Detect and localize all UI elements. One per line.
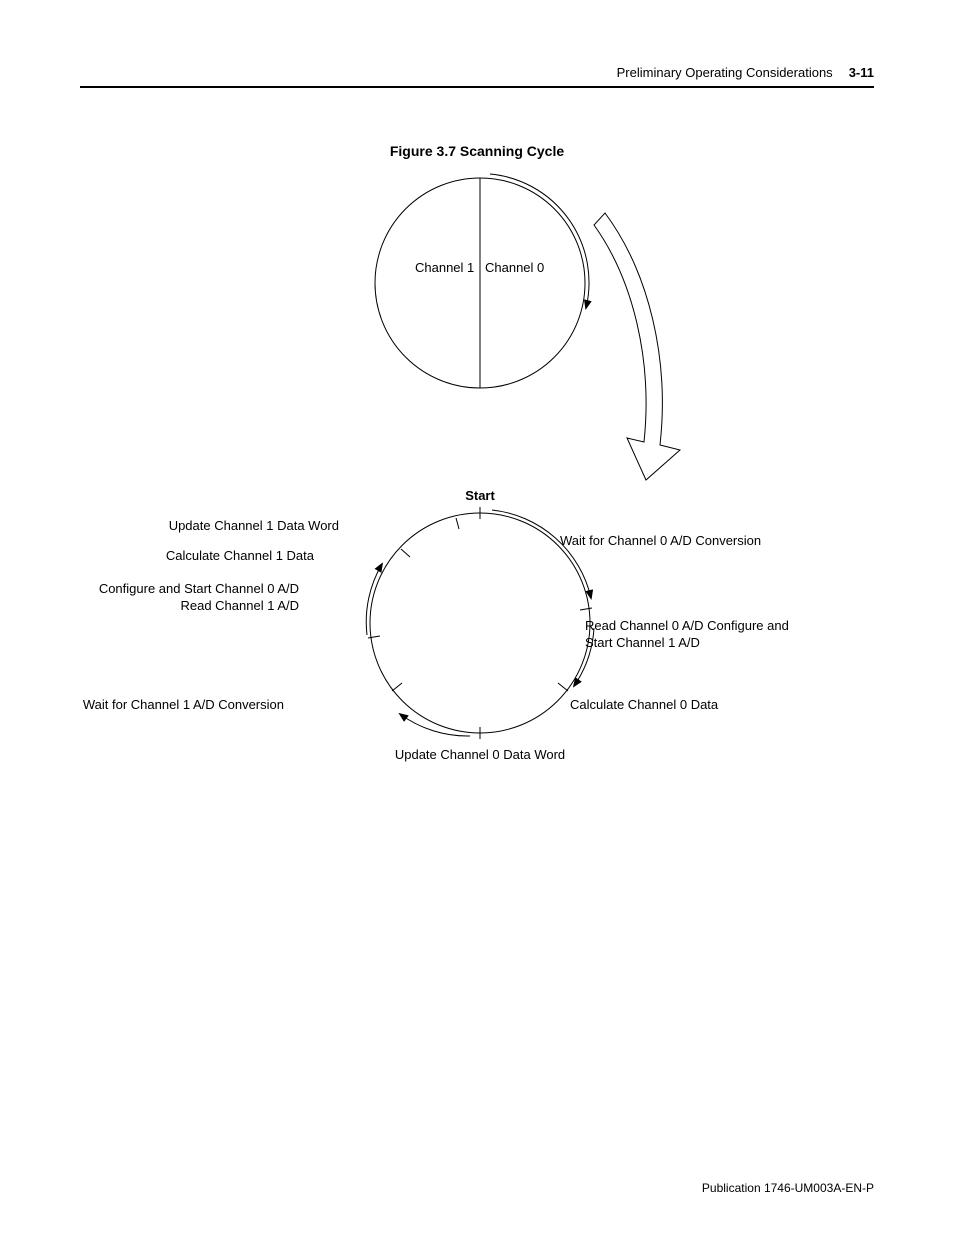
page-header: Preliminary Operating Considerations 3-1… <box>80 65 874 88</box>
footer-publication: Publication 1746-UM003A-EN-P <box>702 1181 874 1195</box>
label-wait-ch1: Wait for Channel 1 A/D Conversion <box>83 697 284 714</box>
header-section-title: Preliminary Operating Considerations <box>617 65 833 80</box>
label-update-ch1: Update Channel 1 Data Word <box>169 518 339 535</box>
header-page-number: 3-11 <box>849 65 874 80</box>
figure-scanning-cycle: Figure 3.7 Scanning Cycle <box>80 88 874 788</box>
label-start: Start <box>465 488 495 505</box>
lower-circle-ticks <box>368 507 592 739</box>
page-container: Preliminary Operating Considerations 3-1… <box>0 0 954 1235</box>
label-read-ch0-line1: Read Channel 0 A/D Configure and <box>585 618 789 633</box>
upper-circle-arrow <box>490 174 589 308</box>
label-calc-ch0: Calculate Channel 0 Data <box>570 697 718 714</box>
label-channel-0: Channel 0 <box>485 260 544 277</box>
label-cfg-ch0-line2: Read Channel 1 A/D <box>180 598 299 613</box>
scanning-cycle-diagram <box>80 168 874 768</box>
transition-arrow <box>594 213 680 480</box>
label-channel-1: Channel 1 <box>415 260 474 277</box>
lower-circle <box>370 513 590 733</box>
figure-title: Figure 3.7 Scanning Cycle <box>390 143 564 159</box>
label-calc-ch1: Calculate Channel 1 Data <box>166 548 314 565</box>
label-read-ch0: Read Channel 0 A/D Configure and Start C… <box>585 618 789 652</box>
label-wait-ch0: Wait for Channel 0 A/D Conversion <box>560 533 761 550</box>
label-cfg-ch0-line1: Configure and Start Channel 0 A/D <box>99 581 299 596</box>
label-read-ch0-line2: Start Channel 1 A/D <box>585 635 700 650</box>
label-cfg-ch0: Configure and Start Channel 0 A/D Read C… <box>99 581 299 615</box>
label-update-ch0: Update Channel 0 Data Word <box>395 747 565 764</box>
